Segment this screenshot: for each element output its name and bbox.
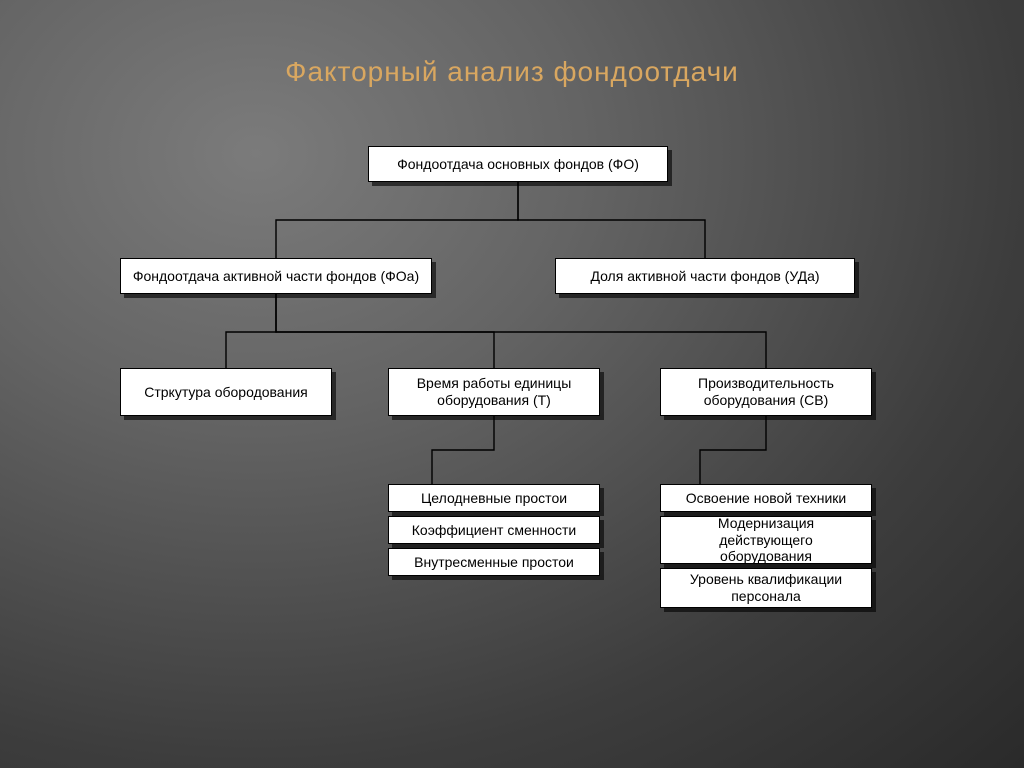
node-t2: Коэффициент сменности: [388, 516, 600, 544]
node-root: Фондоотдача основных фондов (ФО): [368, 146, 668, 182]
slide-title: Факторный анализ фондоотдачи: [0, 56, 1024, 88]
node-t3: Внутресменные простои: [388, 548, 600, 576]
node-t1: Целодневные простои: [388, 484, 600, 512]
node-prod: Производительность оборудования (СВ): [660, 368, 872, 416]
node-struct: Стркутура обородования: [120, 368, 332, 416]
slide-container: Факторный анализ фондоотдачи Фондоотдача…: [0, 0, 1024, 768]
node-p1: Освоение новой техники: [660, 484, 872, 512]
node-p2: Модернизациядействующегооборудования: [660, 516, 872, 564]
node-foa: Фондоотдача активной части фондов (ФОа): [120, 258, 432, 294]
node-uda: Доля активной части фондов (УДа): [555, 258, 855, 294]
node-time: Время работы единицы оборудования (Т): [388, 368, 600, 416]
node-p3: Уровень квалификацииперсонала: [660, 568, 872, 608]
